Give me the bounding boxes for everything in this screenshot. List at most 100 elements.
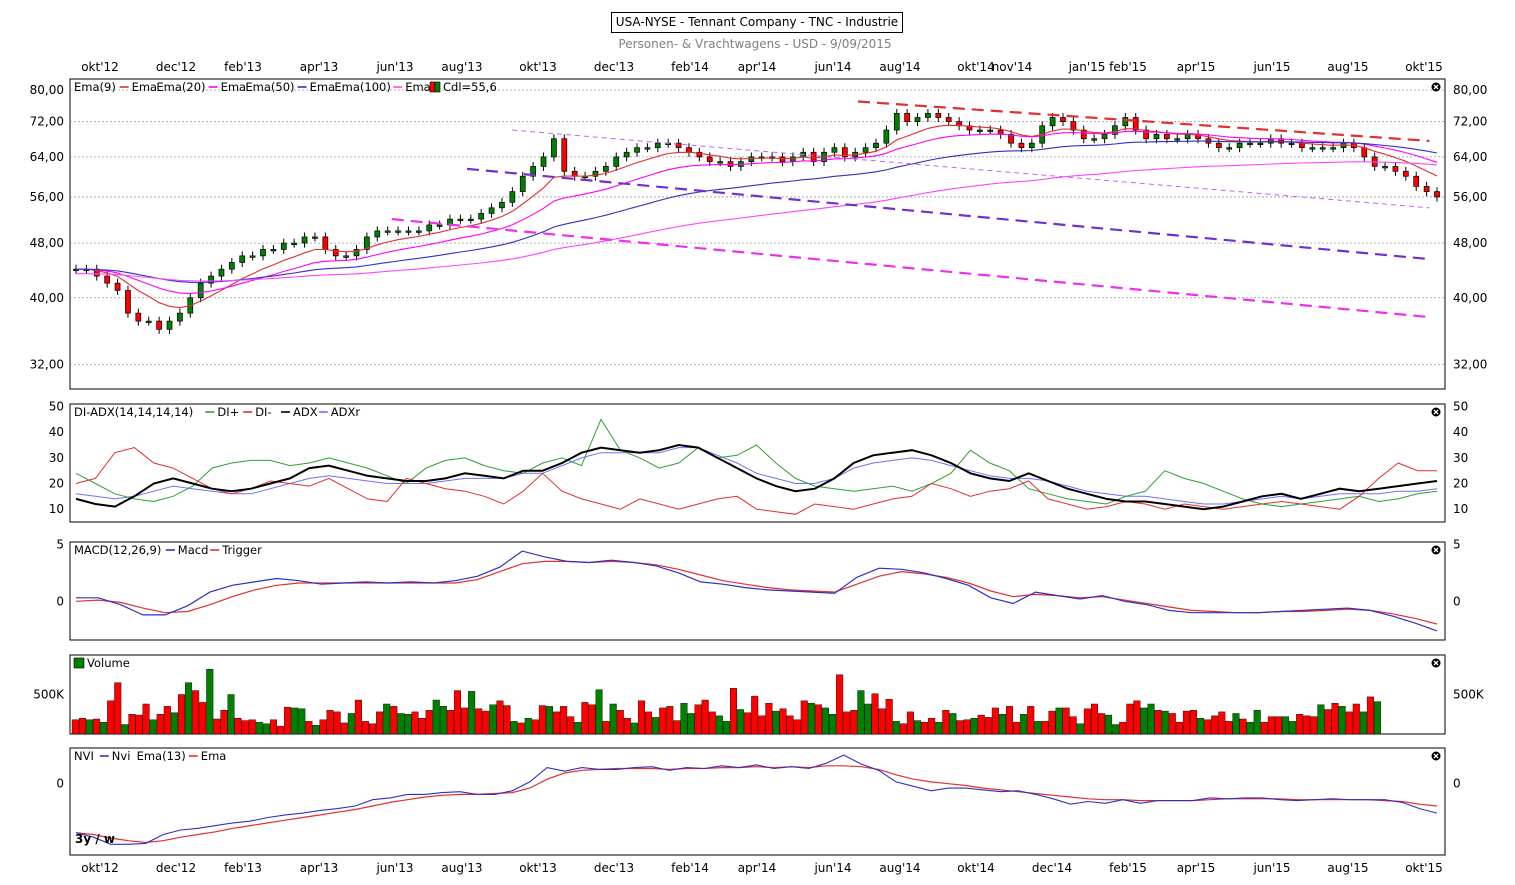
candle-body [613,156,620,167]
volume-bar [1182,710,1190,735]
volume-bar [404,714,412,735]
volume-bar [949,713,957,735]
volume-bar [461,707,469,735]
bottom-axis-tick: apr'13 [300,861,338,875]
price-panel [69,78,1446,390]
candle-body [1247,142,1253,146]
volume-bar [78,718,86,735]
volume-bar [1069,716,1077,735]
top-axis-tick: dec'13 [594,60,634,74]
volume-bar [850,710,858,735]
volume-bar [517,722,525,735]
macd-panel [69,541,1446,641]
volume-bar [928,718,936,735]
candle-body [177,312,183,322]
bottom-axis-tick: jun'13 [375,861,413,875]
volume-axis-label-right: 500K [1453,688,1485,702]
price-axis-label-left: 40,00 [30,291,64,305]
top-axis-tick: feb'15 [1109,60,1147,74]
volume-bar [121,724,129,735]
candle-body [810,151,817,162]
candle-body [717,161,723,164]
volume-bar [93,718,101,735]
legend-entry: Ema(20) [156,80,205,94]
candle-body [467,218,474,221]
volume-bar [1119,721,1127,735]
bottom-axis-tick: okt'12 [81,861,119,875]
price-axis-label-left: 72,00 [30,115,64,129]
candle-body [1215,142,1222,149]
volume-bar [114,682,122,735]
candle-body [1236,142,1243,149]
volume-bar [1253,710,1261,735]
volume-bar [347,713,355,735]
volume-bar [1076,723,1084,735]
close-icon-x [1433,753,1439,759]
volume-bar [1289,721,1297,735]
volume-close-icon[interactable] [1431,658,1441,668]
candle-body [935,113,942,118]
candle-body [1423,186,1430,192]
volume-bar [1359,711,1367,735]
candle-body [696,151,703,158]
top-axis-tick: jun'13 [375,60,413,74]
candle-body [114,282,121,291]
volume-bar [269,719,277,735]
candle-body [706,156,713,162]
candle-body [395,230,401,233]
macd-line [76,550,1438,632]
volume-bar [333,711,341,735]
candle-body [208,275,214,284]
legend-entry: Ema [132,80,158,94]
candle-body [436,224,443,227]
volume-bar [1204,719,1212,735]
trend-line [512,129,1430,209]
bottom-axis-tick: aug'15 [1327,861,1368,875]
legend-entry: DI+ [217,405,239,419]
candle-body [1070,121,1077,131]
macd-close-icon[interactable] [1431,545,1441,555]
bottom-axis-tick: feb'13 [224,861,262,875]
di-axis-label-left: 20 [49,477,64,491]
candle-body [831,147,838,153]
candle-body [1164,134,1170,140]
di-axis-label-left: 10 [49,502,64,516]
di-axis-label-right: 10 [1453,502,1468,516]
volume-bar [213,718,221,735]
candle-body [291,242,298,245]
volume-bar [1168,713,1176,735]
volume-bar [623,718,631,735]
candle-body [1143,129,1149,140]
candle-body [1112,125,1118,135]
volume-bar [1317,704,1325,735]
nvi-line [75,754,1438,845]
candle-body [551,138,557,158]
price-axis-label-left: 32,00 [30,358,64,372]
volume-bar [142,703,150,735]
candle-body [1153,134,1160,140]
candle-body [1361,147,1368,158]
price-close-icon[interactable] [1431,82,1441,92]
candle-body [914,117,921,122]
volume-bar [645,711,653,735]
di-adx-close-icon[interactable] [1431,407,1441,417]
bottom-axis-tick: feb'15 [1109,861,1147,875]
candle-body [280,242,287,250]
close-icon-x [1433,660,1439,666]
macd-axis-label-left: 5 [56,537,64,551]
volume-bar [977,714,985,735]
candle-body [218,268,225,277]
macd-axis-label-right: 0 [1453,594,1461,608]
candle-body [654,142,661,149]
top-axis-tick: okt'12 [81,60,119,74]
volume-bar [758,715,766,735]
nvi-close-icon[interactable] [1431,751,1441,761]
volume-bar [836,674,844,735]
candle-body [904,113,910,122]
candle-body [675,142,682,149]
legend-entry: MACD(12,26,9) [74,543,161,557]
candle-body [1122,117,1129,127]
candle-body [603,166,609,172]
volume-bar [1352,703,1360,735]
volume-bar [510,721,518,735]
